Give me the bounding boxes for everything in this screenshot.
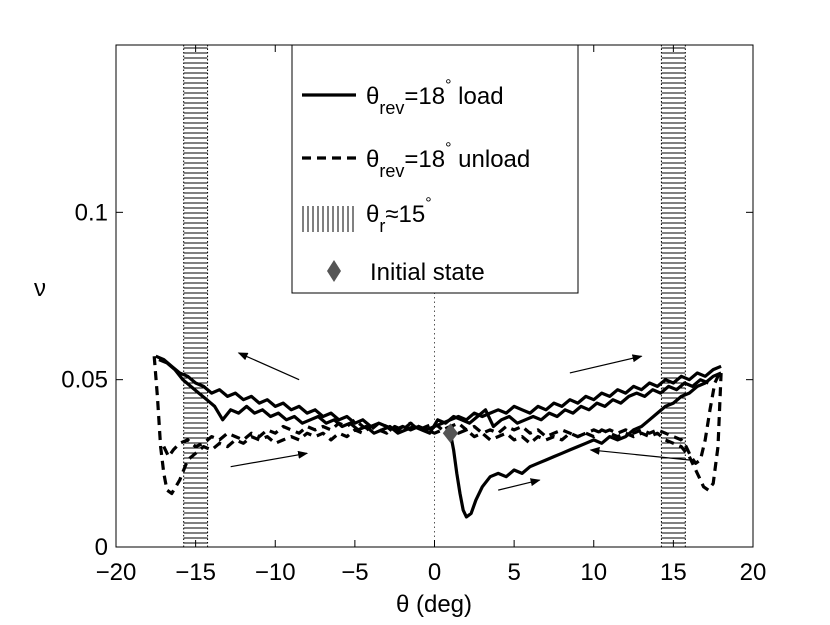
- direction-arrow-4: [589, 446, 690, 461]
- x-tick-label: −15: [175, 559, 216, 586]
- legend-label-repose: θr≈15°: [366, 195, 432, 236]
- repose-band-right: [660, 45, 686, 547]
- direction-arrow-1: [230, 450, 309, 468]
- y-tick-label: 0.05: [61, 367, 108, 394]
- series-line-3: [152, 356, 723, 496]
- y-axis: 0 0.05 0.1: [61, 199, 753, 561]
- x-tick-label: 0: [428, 559, 441, 586]
- x-axis-label: θ (deg): [396, 591, 472, 618]
- legend-label-load: θrev=18° load: [366, 77, 504, 118]
- x-tick-label: 20: [740, 559, 767, 586]
- legend-label-initial: Initial state: [370, 259, 485, 286]
- x-axis: −20 −15 −10 −5 0 5 10 15 20: [96, 45, 767, 586]
- direction-arrow-0: [237, 352, 300, 381]
- series-line-2: [158, 358, 710, 435]
- x-tick-label: 5: [507, 559, 520, 586]
- x-tick-label: −10: [255, 559, 296, 586]
- legend-swatch-repose: [302, 206, 354, 232]
- direction-arrow-3: [498, 478, 541, 491]
- legend-box: [291, 44, 579, 294]
- x-tick-label: 10: [580, 559, 607, 586]
- y-axis-label: ν: [34, 275, 46, 302]
- initial-state-marker: [442, 423, 459, 444]
- x-tick-label: −20: [96, 559, 137, 586]
- legend-label-unload: θrev=18° unload: [366, 140, 530, 181]
- legend-swatch-initial: [327, 260, 341, 282]
- x-tick-label: −5: [341, 559, 368, 586]
- legend: θrev=18° load θrev=18° unload θr≈15° Ini…: [291, 44, 579, 294]
- y-tick-label: 0.1: [75, 199, 108, 226]
- y-tick-label: 0: [95, 534, 108, 561]
- arrow-group: [230, 352, 690, 491]
- series-line-0: [448, 371, 722, 519]
- direction-arrow-2: [569, 354, 643, 374]
- x-tick-label: 15: [660, 559, 687, 586]
